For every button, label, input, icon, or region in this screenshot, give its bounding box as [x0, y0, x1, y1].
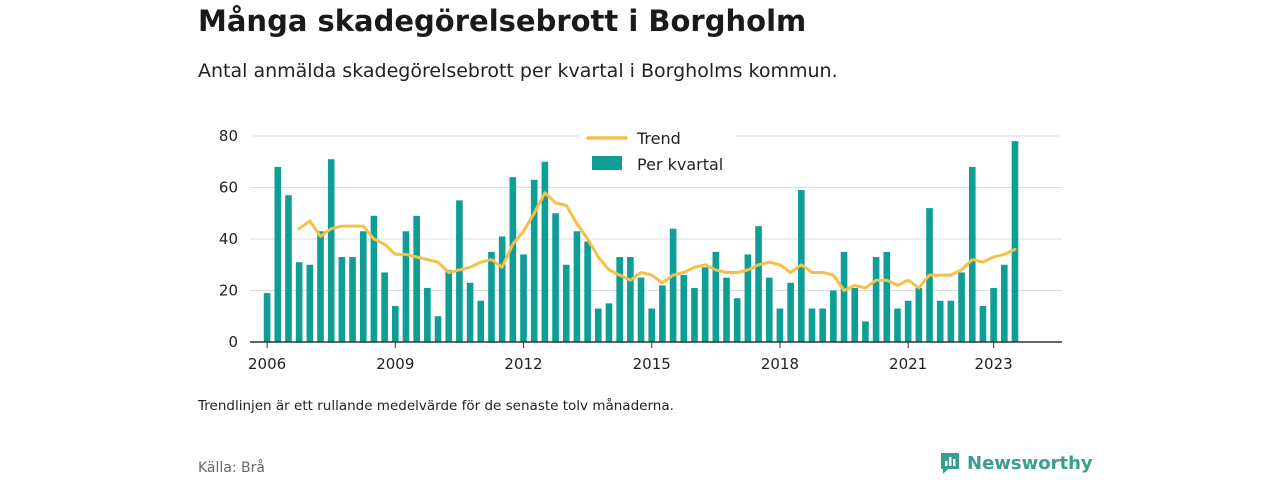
bar: [541, 161, 549, 342]
bar: [787, 282, 794, 342]
bar: [605, 303, 613, 342]
bar: [936, 300, 944, 342]
bar: [830, 290, 837, 342]
trend-line: [297, 191, 1017, 292]
bar: [520, 254, 527, 342]
bar: [648, 308, 656, 342]
bar: [712, 251, 720, 342]
bar: [477, 300, 485, 342]
bar: [584, 241, 591, 342]
bar: [509, 177, 517, 342]
chart: 0 20 40 60 80 2006 2009 2012 2015 2018 2021 2023 T…: [219, 125, 1062, 373]
legend: Trend Per kvartal: [580, 125, 735, 183]
y-tick-label: 80: [219, 127, 238, 145]
footnote: Trendlinjen är ett rullande medelvärde f…: [198, 398, 674, 414]
bar-series: [263, 141, 1019, 342]
bar: [263, 293, 271, 342]
bar: [979, 305, 987, 342]
legend-bar-label: Per kvartal: [637, 155, 723, 174]
bar: [691, 287, 698, 342]
bar: [915, 287, 923, 342]
bar: [819, 308, 826, 342]
y-tick-label: 40: [219, 230, 238, 248]
y-tick-label: 20: [219, 282, 238, 300]
bar: [958, 272, 965, 342]
bar: [627, 257, 634, 342]
x-tick-label: 2018: [761, 355, 799, 373]
bar: [904, 300, 912, 342]
x-tick-label: 2012: [504, 355, 542, 373]
bar: [562, 264, 570, 342]
bar: [573, 231, 581, 342]
bar: [862, 321, 869, 342]
newsworthy-logo-icon: [941, 453, 959, 474]
bar: [530, 179, 538, 342]
y-tick-label: 0: [228, 333, 238, 351]
bar: [338, 257, 346, 342]
bar: [306, 264, 314, 342]
bar: [445, 269, 453, 342]
bar: [274, 166, 282, 342]
y-tick-label: 60: [219, 179, 238, 197]
x-tick-label: 2009: [376, 355, 414, 373]
bar: [391, 305, 399, 342]
bar: [947, 300, 955, 342]
bar: [744, 254, 752, 342]
bar: [327, 159, 335, 342]
bar: [776, 308, 784, 342]
newsworthy-logo-text: Newsworthy: [967, 452, 1093, 474]
bar: [808, 308, 816, 342]
chart-title: Många skadegörelsebrott i Borgholm: [198, 4, 807, 38]
x-tick-label: 2006: [248, 355, 286, 373]
bar: [381, 272, 388, 342]
bar: [424, 287, 431, 342]
trend-series: [297, 191, 1017, 292]
bar: [498, 236, 506, 342]
bar: [552, 213, 559, 342]
bar: [968, 166, 976, 342]
x-tick-label: 2023: [975, 355, 1013, 373]
bar: [659, 285, 666, 342]
bar: [295, 262, 303, 342]
chart-subtitle: Antal anmälda skadegörelsebrott per kvar…: [198, 60, 838, 82]
newsworthy-logo: Newsworthy: [939, 451, 1093, 475]
legend-background: [580, 125, 735, 183]
bar: [349, 257, 356, 342]
bar: [637, 277, 645, 342]
bar: [434, 316, 442, 342]
bar: [990, 287, 997, 342]
bar: [466, 282, 474, 342]
bar: [680, 275, 688, 342]
bar: [669, 228, 677, 342]
x-tick-label: 2015: [633, 355, 671, 373]
x-tick-label: 2021: [889, 355, 927, 373]
bar: [765, 277, 773, 342]
y-axis-ticks: 0 20 40 60 80: [219, 127, 238, 351]
bar: [701, 267, 709, 342]
bar: [594, 308, 602, 342]
bar: [285, 195, 292, 342]
bar: [851, 287, 859, 342]
legend-bar-swatch: [592, 156, 622, 170]
bar: [359, 231, 367, 342]
bar: [723, 277, 730, 342]
bar: [840, 251, 848, 342]
bar: [616, 257, 623, 342]
bar: [755, 226, 762, 342]
bar: [1011, 141, 1019, 342]
bar: [402, 231, 410, 342]
bar: [317, 231, 324, 342]
source-label: Källa: Brå: [198, 460, 265, 476]
bar: [1000, 264, 1008, 342]
bar: [413, 215, 420, 342]
bar: [872, 257, 880, 342]
legend-trend-label: Trend: [636, 129, 681, 148]
bar: [488, 251, 495, 342]
bar: [733, 298, 741, 342]
bar: [370, 215, 378, 342]
x-axis-ticks: 2006 2009 2012 2015 2018 2021 2023: [248, 342, 1013, 373]
bar: [883, 251, 891, 342]
bar: [894, 308, 901, 342]
